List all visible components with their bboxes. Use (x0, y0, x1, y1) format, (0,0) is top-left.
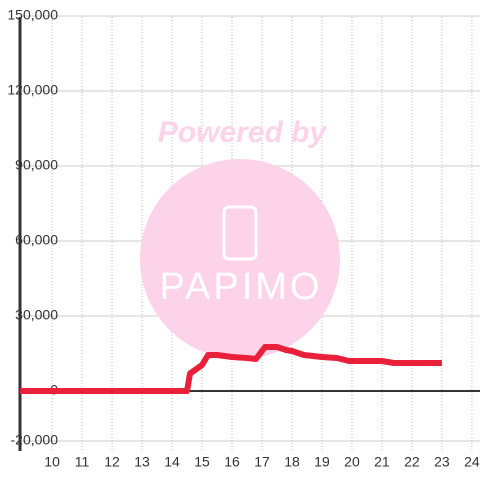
x-tick-label: 11 (75, 454, 90, 470)
x-tick-label: 19 (314, 454, 330, 470)
y-tick-label: 120,000 (7, 82, 58, 98)
x-tick-label: 18 (284, 454, 300, 470)
x-tick-label: 17 (254, 454, 270, 470)
x-tick-label: 22 (404, 454, 420, 470)
watermark: Powered by (158, 116, 328, 149)
x-tick-label: 13 (134, 454, 150, 470)
logo-text: PAPIMO (160, 266, 323, 308)
y-tick-label: 90,000 (15, 157, 58, 173)
y-tick-label: 30,000 (15, 307, 58, 323)
x-tick-label: 15 (194, 454, 210, 470)
data-line (20, 344, 442, 394)
y-tick-label: 150,000 (7, 7, 58, 23)
x-tick-label: 24 (464, 454, 480, 470)
x-tick-label: 14 (164, 454, 180, 470)
x-tick-label: 16 (224, 454, 240, 470)
y-tick-label: -20,000 (11, 432, 59, 448)
x-tick-label: 23 (434, 454, 450, 470)
x-tick-label: 12 (104, 454, 120, 470)
x-tick-label: 10 (44, 454, 60, 470)
logo-phone (222, 205, 258, 261)
x-tick-label: 20 (344, 454, 360, 470)
x-tick-label: 21 (374, 454, 390, 470)
y-tick-label: 60,000 (15, 232, 58, 248)
